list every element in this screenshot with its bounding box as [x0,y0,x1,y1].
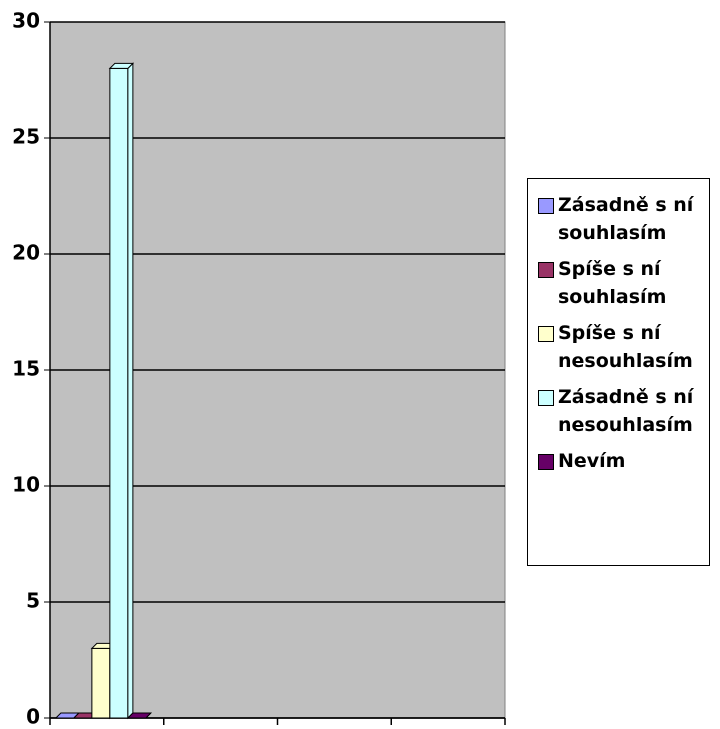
legend-label: Zásadně s ní souhlasím [558,194,694,244]
bar-face [109,67,129,719]
legend-label: Spíše s ní nesouhlasím [558,322,693,372]
y-tick-label: 25 [12,125,40,149]
legend-entry: Spíše s ní nesouhlasím [538,319,705,375]
legend-label: Nevím [558,450,626,472]
bar-face [126,712,153,719]
bar-face [108,62,135,69]
legend-swatch [538,198,554,214]
legend-label: Spíše s ní souhlasím [558,258,667,308]
legend-swatch [538,326,554,342]
legend-swatch [538,390,554,406]
legend-entry: Zásadně s ní souhlasím [538,191,705,247]
legend-entry: Spíše s ní souhlasím [538,255,705,311]
legend-swatch [538,454,554,470]
legend-entry: Zásadně s ní nesouhlasím [538,383,705,439]
y-tick-label: 15 [12,357,40,381]
legend-swatch [538,262,554,278]
y-tick-label: 10 [12,473,40,497]
y-tick-label: 20 [12,241,40,265]
bar [126,712,153,719]
y-tick-label: 0 [26,705,40,729]
bar-face [91,647,111,719]
bar [108,62,135,720]
legend: Zásadně s ní souhlasím Spíše s ní souhlas… [527,178,710,566]
bar-face [127,62,134,720]
y-tick-label: 5 [26,589,40,613]
legend-entry: Nevím [538,447,705,475]
y-tick-label: 30 [12,9,40,33]
legend-label: Zásadně s ní nesouhlasím [558,386,694,436]
